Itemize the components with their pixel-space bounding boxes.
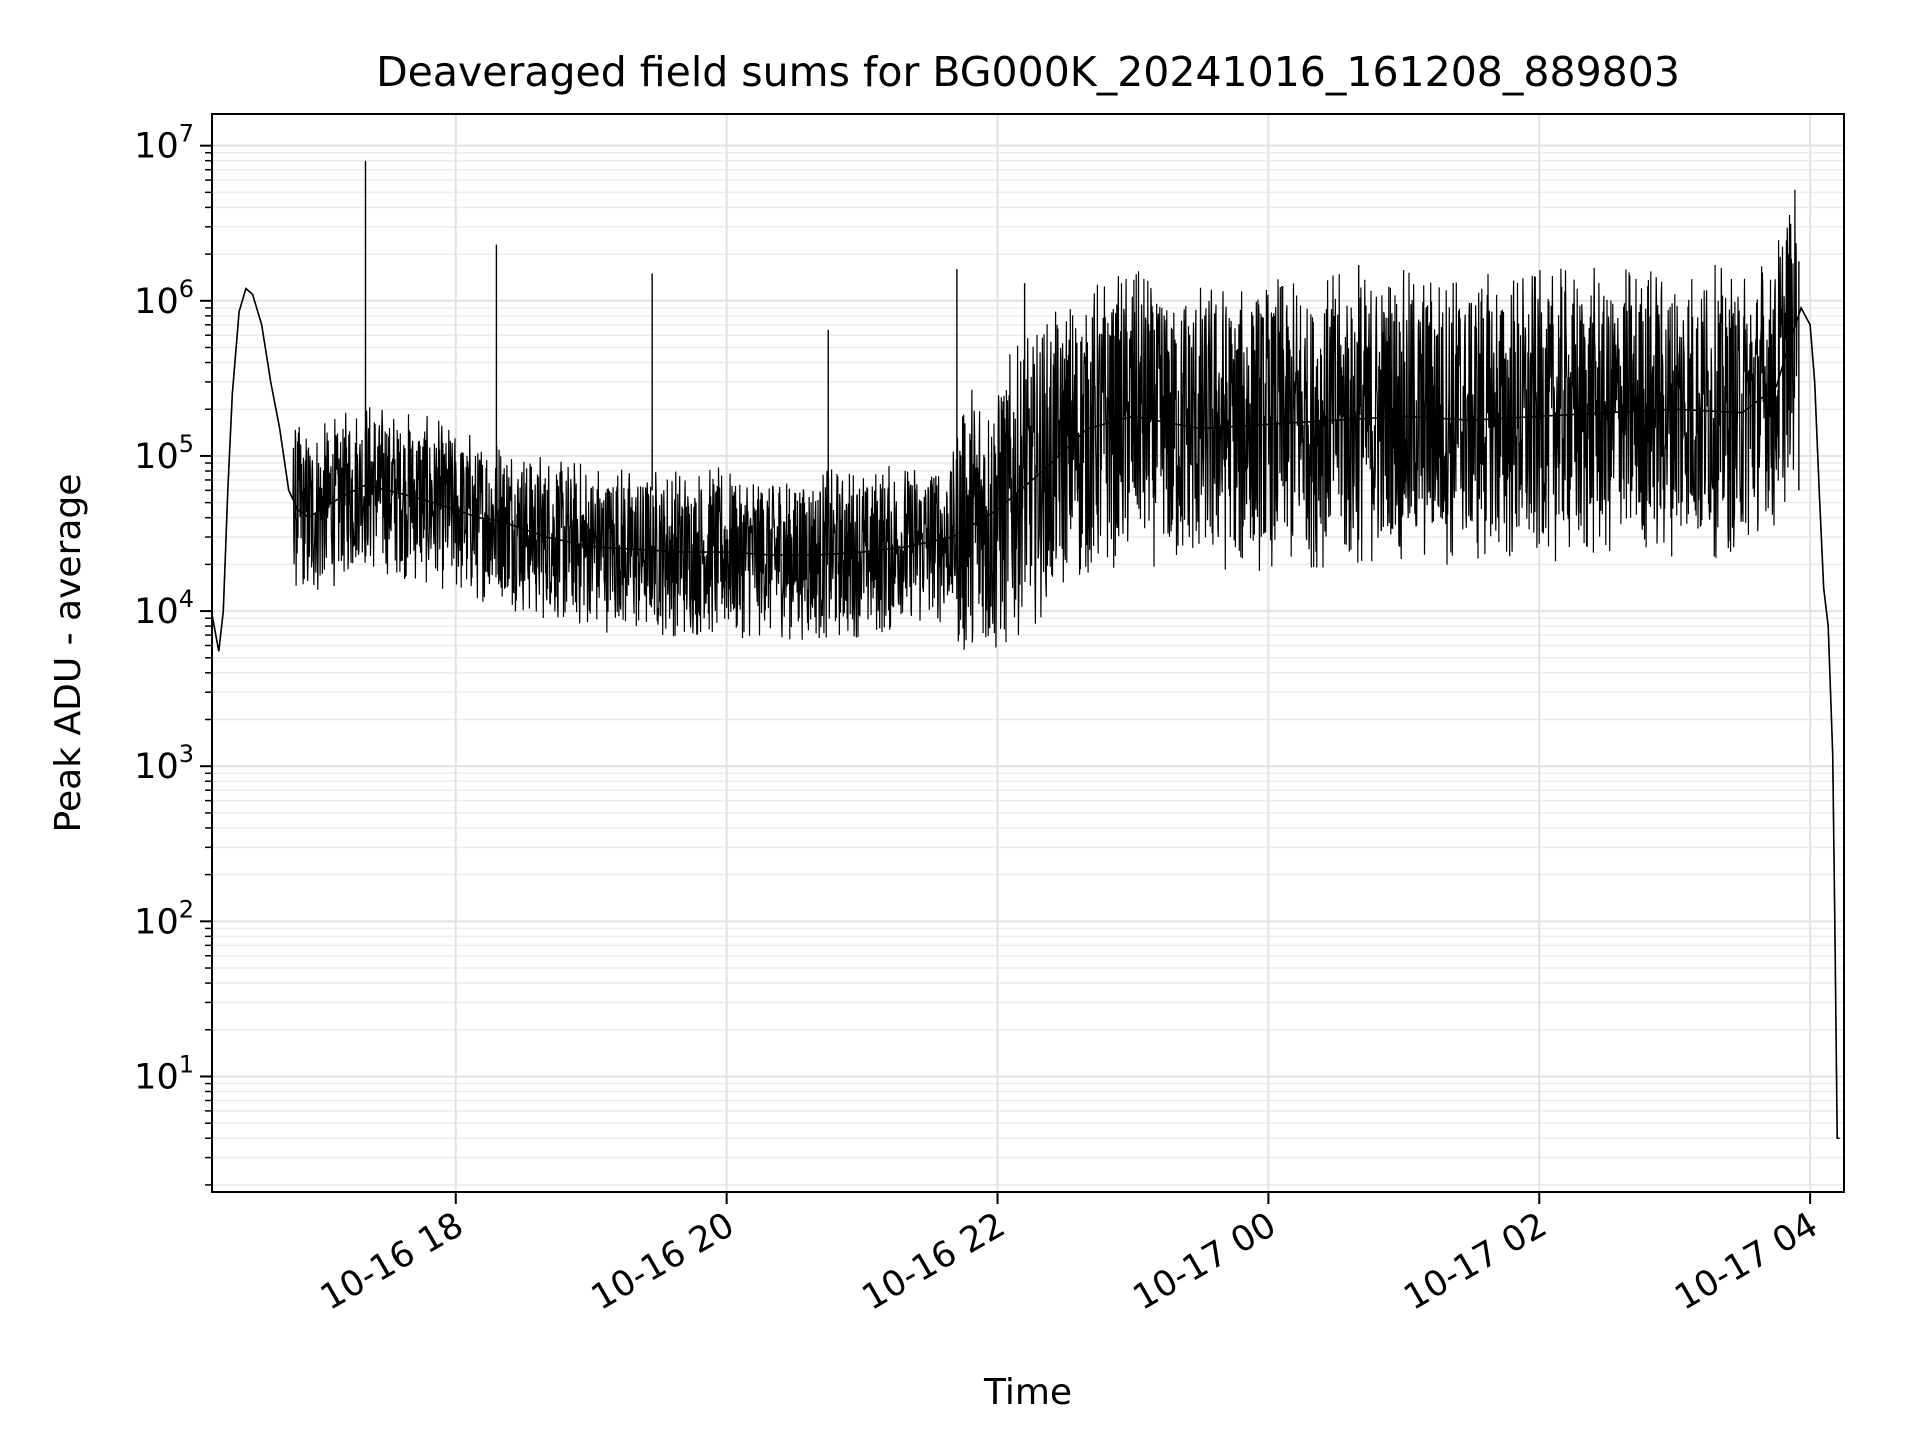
y-tick-label: 103 — [134, 740, 194, 787]
series-line — [211, 189, 1840, 1139]
y-axis: 101 102 103 104 105 106 107 — [134, 120, 212, 1186]
y-tick-label: 101 — [134, 1050, 194, 1097]
y-tick-label: 107 — [134, 120, 194, 167]
chart-title: Deaveraged field sums for BG000K_2024101… — [376, 48, 1680, 96]
y-tick-label: 105 — [134, 430, 194, 477]
y-tick-label: 102 — [134, 895, 194, 942]
axes-frame — [211, 113, 1845, 1193]
series-envelope — [211, 287, 1840, 1139]
y-axis-label: Peak ADU - average — [48, 474, 89, 833]
x-axis-label: Time — [983, 1372, 1072, 1413]
plot-area — [211, 160, 1840, 1139]
y-tick-label: 104 — [134, 585, 194, 632]
y-tick-label: 106 — [134, 275, 194, 322]
